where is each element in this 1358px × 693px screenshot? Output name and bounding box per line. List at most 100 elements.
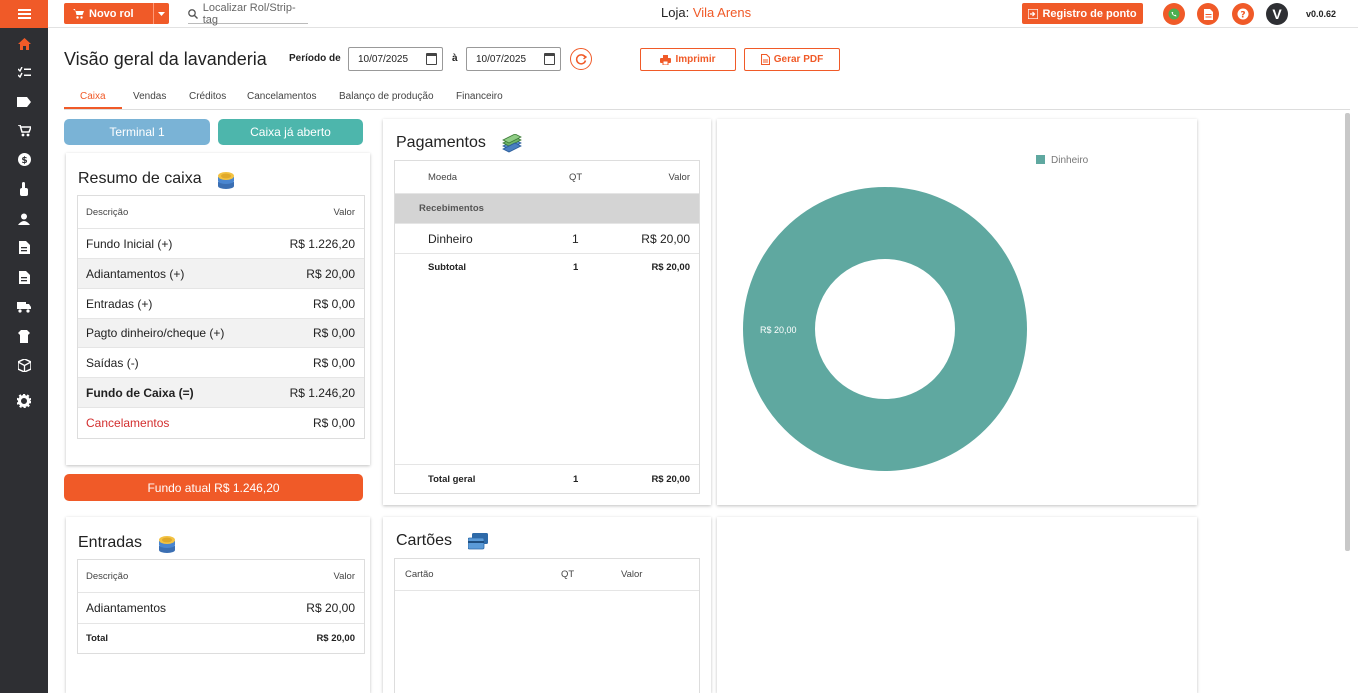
svg-text:$: $ [21, 156, 27, 166]
legend-swatch[interactable] [1036, 155, 1045, 164]
row-desc: Saídas (-) [86, 355, 139, 370]
table-row: Pagto dinheiro/cheque (+) R$ 0,00 [78, 319, 364, 348]
credit-cards-icon [468, 533, 488, 550]
registro-ponto-button[interactable]: Registro de ponto [1022, 3, 1143, 24]
entradas-title: Entradas [78, 534, 143, 551]
col-valor: Valor [333, 206, 355, 218]
table-header: Cartão QT Valor [395, 559, 699, 591]
refresh-button[interactable] [570, 48, 592, 70]
calendar-icon[interactable] [426, 53, 437, 65]
whatsapp-button[interactable] [1163, 3, 1185, 25]
row-valor: R$ 1.226,20 [289, 236, 355, 251]
col-qt: QT [569, 171, 583, 183]
sidebar-item-touch[interactable] [0, 174, 48, 203]
col-cartao: Cartão [405, 569, 434, 580]
subtotal-valor: R$ 20,00 [651, 261, 690, 273]
box-icon [17, 359, 31, 372]
tab-caixa[interactable]: Caixa [80, 91, 106, 102]
store-indicator: Loja: Vila Arens [661, 5, 751, 20]
table-header: Descrição Valor [78, 560, 364, 593]
gear-icon [17, 393, 31, 408]
payments-chart-card: R$ 20,00 Dinheiro [717, 119, 1197, 505]
sidebar-item-tags[interactable] [0, 87, 48, 116]
sidebar-item-iron[interactable] [0, 322, 48, 351]
cartoes-table: Cartão QT Valor [394, 558, 700, 693]
table-row: Dinheiro 1 R$ 20,00 [395, 224, 699, 254]
row-valor: R$ 0,00 [312, 416, 355, 430]
cart-icon [17, 124, 31, 136]
date-to-value: 10/07/2025 [476, 53, 527, 65]
tab-creditos[interactable]: Créditos [189, 91, 227, 102]
donut-slice[interactable] [743, 187, 1027, 471]
document-button[interactable] [1197, 3, 1219, 25]
terminal-button[interactable]: Terminal 1 [64, 119, 210, 145]
caret-down-icon [158, 11, 165, 16]
row-valor: R$ 20,00 [641, 231, 690, 246]
new-rol-button[interactable]: Novo rol [64, 3, 169, 24]
sidebar: $ [0, 0, 48, 693]
col-qt: QT [561, 569, 575, 580]
version-label: v0.0.62 [1306, 9, 1337, 19]
pdf-button[interactable]: Gerar PDF [744, 48, 840, 71]
fundo-atual-button[interactable]: Fundo atual R$ 1.246,20 [64, 474, 363, 501]
help-button[interactable]: ? [1232, 3, 1254, 25]
tab-vendas[interactable]: Vendas [133, 91, 167, 102]
total-row: Total geral 1 R$ 20,00 [395, 464, 699, 494]
tab-financeiro[interactable]: Financeiro [456, 91, 503, 102]
tab-balanco-producao[interactable]: Balanço de produção [339, 91, 434, 102]
sidebar-item-settings[interactable] [0, 386, 48, 415]
pagamentos-table: Moeda QT Valor Recebimentos Dinheiro 1 R… [394, 160, 700, 494]
sidebar-item-user[interactable] [0, 204, 48, 233]
touch-icon [20, 181, 28, 196]
table-total-row: Total R$ 20,00 [78, 624, 364, 653]
tab-cancelamentos[interactable]: Cancelamentos [247, 91, 317, 102]
col-valor: Valor [333, 570, 355, 582]
search-input[interactable]: Localizar Rol/Strip-tag [188, 1, 308, 26]
row-desc: Cancelamentos [86, 416, 170, 430]
sidebar-item-report-2[interactable] [0, 263, 48, 292]
table-row: Adiantamentos R$ 20,00 [78, 593, 364, 624]
sidebar-item-tasks[interactable] [0, 58, 48, 87]
row-valor: R$ 1.246,20 [289, 385, 355, 400]
new-rol-label: Novo rol [89, 7, 134, 20]
col-valor: Valor [621, 569, 643, 580]
table-header: Moeda QT Valor [395, 161, 699, 194]
scrollbar[interactable] [1345, 113, 1350, 551]
money-stack-icon [502, 134, 522, 153]
avatar[interactable]: V [1266, 3, 1288, 25]
legend-label[interactable]: Dinheiro [1051, 155, 1089, 166]
row-moeda: Dinheiro [428, 231, 473, 246]
donut-chart: R$ 20,00 Dinheiro [743, 155, 1089, 471]
col-descricao: Descrição [86, 206, 129, 218]
print-icon [660, 54, 672, 65]
search-placeholder: Localizar Rol/Strip-tag [202, 1, 296, 26]
table-row: Fundo Inicial (+) R$ 1.226,20 [78, 229, 364, 259]
table-row: Entradas (+) R$ 0,00 [78, 289, 364, 319]
menu-toggle-button[interactable] [0, 0, 48, 28]
date-from-input[interactable]: 10/07/2025 [348, 47, 443, 71]
sidebar-item-products[interactable] [0, 351, 48, 380]
date-to-input[interactable]: 10/07/2025 [466, 47, 561, 71]
caixa-status-button[interactable]: Caixa já aberto [218, 119, 363, 145]
subtotal-label: Subtotal [428, 261, 466, 273]
document-icon [18, 271, 30, 284]
help-icon: ? [1237, 8, 1249, 20]
sidebar-item-finance[interactable]: $ [0, 145, 48, 174]
sidebar-item-delivery[interactable] [0, 292, 48, 321]
pdf-file-icon [760, 54, 770, 65]
total-label: Total [86, 633, 108, 644]
calendar-icon[interactable] [544, 53, 555, 65]
document-icon [1203, 8, 1213, 20]
hamburger-icon [17, 9, 31, 19]
print-button[interactable]: Imprimir [640, 48, 736, 71]
empty-card [717, 517, 1197, 693]
resumo-caixa-table: Descrição Valor Fundo Inicial (+) R$ 1.2… [77, 195, 365, 439]
sidebar-item-cart[interactable] [0, 116, 48, 145]
new-rol-dropdown-button[interactable] [153, 3, 169, 24]
row-valor: R$ 0,00 [312, 326, 355, 340]
dollar-icon: $ [17, 153, 31, 166]
entradas-card: Entradas Descrição Valor Adiantamentos R… [66, 517, 370, 693]
sidebar-item-home[interactable] [0, 29, 48, 58]
sidebar-item-report[interactable] [0, 233, 48, 262]
row-qt: 1 [572, 231, 579, 246]
